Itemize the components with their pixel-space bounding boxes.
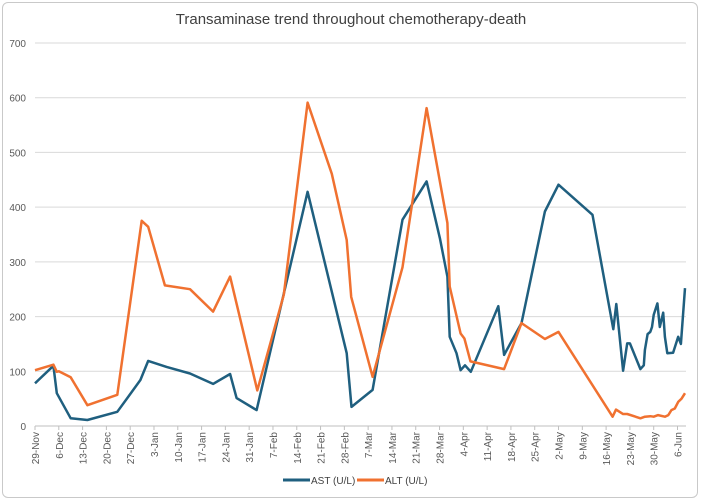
- x-tick-label: 7-Feb: [269, 432, 280, 459]
- y-tick-label: 700: [9, 39, 26, 50]
- x-tick-label: 28-Mar: [436, 431, 447, 463]
- y-tick-label: 500: [9, 148, 26, 159]
- legend-label-alt: ALT (U/L): [385, 476, 427, 487]
- x-tick-label: 20-Dec: [102, 432, 113, 464]
- x-tick-label: 17-Jan: [198, 432, 209, 463]
- x-tick-label: 13-Dec: [79, 432, 90, 464]
- x-tick-label: 7-Mar: [364, 431, 375, 458]
- x-tick-label: 27-Dec: [126, 432, 137, 464]
- x-axis-ticks: 29-Nov 6-Dec 13-Dec 20-Dec 27-Dec 3-Jan 10-Jan…: [31, 426, 685, 465]
- x-tick-label: 11-Apr: [483, 431, 494, 461]
- x-tick-label: 14-Mar: [388, 431, 399, 463]
- chart-frame: [2, 2, 698, 498]
- x-tick-label: 16-May: [602, 432, 613, 465]
- x-tick-label: 4-Apr: [459, 431, 470, 456]
- x-tick-label: 25-Apr: [531, 431, 542, 462]
- gridlines: [35, 42, 686, 427]
- series-line-ast: [34, 180, 687, 422]
- chart-title: Transaminase trend throughout chemothera…: [176, 11, 527, 28]
- x-tick-label: 9-May: [578, 432, 589, 460]
- x-tick-label: 31-Jan: [245, 432, 256, 463]
- x-tick-label: 21-Feb: [317, 432, 328, 464]
- x-tick-label: 14-Feb: [293, 432, 304, 464]
- legend-label-ast: AST (U/L): [311, 476, 355, 487]
- y-tick-label: 600: [9, 94, 26, 105]
- x-tick-label: 10-Jan: [174, 432, 185, 463]
- x-tick-label: 30-May: [650, 432, 661, 465]
- y-tick-label: 0: [20, 422, 26, 433]
- x-tick-label: 24-Jan: [221, 432, 232, 463]
- x-tick-label: 18-Apr: [507, 431, 518, 462]
- y-axis-ticks: 0 100 200 300 400 500 600 700: [9, 39, 26, 433]
- y-tick-label: 200: [9, 313, 26, 324]
- x-tick-label: 2-May: [555, 432, 566, 460]
- legend: AST (U/L) ALT (U/L): [283, 476, 427, 487]
- x-tick-label: 23-May: [626, 432, 637, 465]
- y-tick-label: 400: [9, 203, 26, 214]
- series-line-alt: [34, 101, 687, 420]
- x-tick-label: 21-Mar: [412, 431, 423, 463]
- x-tick-label: 6-Jun: [674, 432, 685, 457]
- x-tick-label: 6-Dec: [55, 432, 66, 459]
- x-tick-label: 3-Jan: [150, 432, 161, 457]
- x-tick-label: 29-Nov: [31, 432, 42, 464]
- x-tick-label: 28-Feb: [340, 432, 351, 464]
- y-tick-label: 300: [9, 258, 26, 269]
- series-lines: [34, 101, 687, 422]
- y-tick-label: 100: [9, 367, 26, 378]
